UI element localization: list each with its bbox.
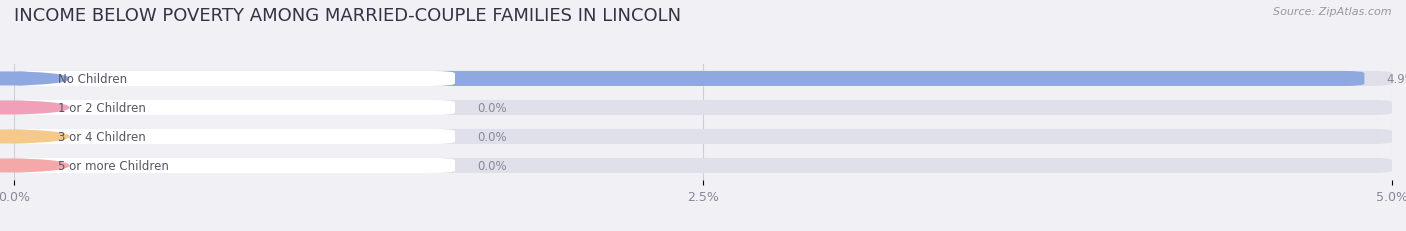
FancyBboxPatch shape	[14, 100, 456, 116]
Text: No Children: No Children	[58, 73, 128, 86]
Circle shape	[0, 73, 69, 85]
FancyBboxPatch shape	[14, 129, 1392, 144]
Text: Source: ZipAtlas.com: Source: ZipAtlas.com	[1274, 7, 1392, 17]
Circle shape	[0, 131, 69, 143]
FancyBboxPatch shape	[14, 72, 1392, 87]
FancyBboxPatch shape	[14, 100, 1392, 116]
Text: 1 or 2 Children: 1 or 2 Children	[58, 101, 146, 115]
Text: 0.0%: 0.0%	[477, 101, 506, 115]
FancyBboxPatch shape	[14, 72, 1364, 87]
Circle shape	[0, 159, 69, 172]
FancyBboxPatch shape	[14, 129, 456, 144]
FancyBboxPatch shape	[14, 158, 456, 173]
Text: 3 or 4 Children: 3 or 4 Children	[58, 130, 146, 143]
Text: 4.9%: 4.9%	[1386, 73, 1406, 86]
Circle shape	[0, 102, 69, 114]
Text: 0.0%: 0.0%	[477, 159, 506, 172]
FancyBboxPatch shape	[14, 158, 1392, 173]
FancyBboxPatch shape	[14, 72, 456, 87]
Text: INCOME BELOW POVERTY AMONG MARRIED-COUPLE FAMILIES IN LINCOLN: INCOME BELOW POVERTY AMONG MARRIED-COUPL…	[14, 7, 681, 25]
Text: 0.0%: 0.0%	[477, 130, 506, 143]
Text: 5 or more Children: 5 or more Children	[58, 159, 169, 172]
